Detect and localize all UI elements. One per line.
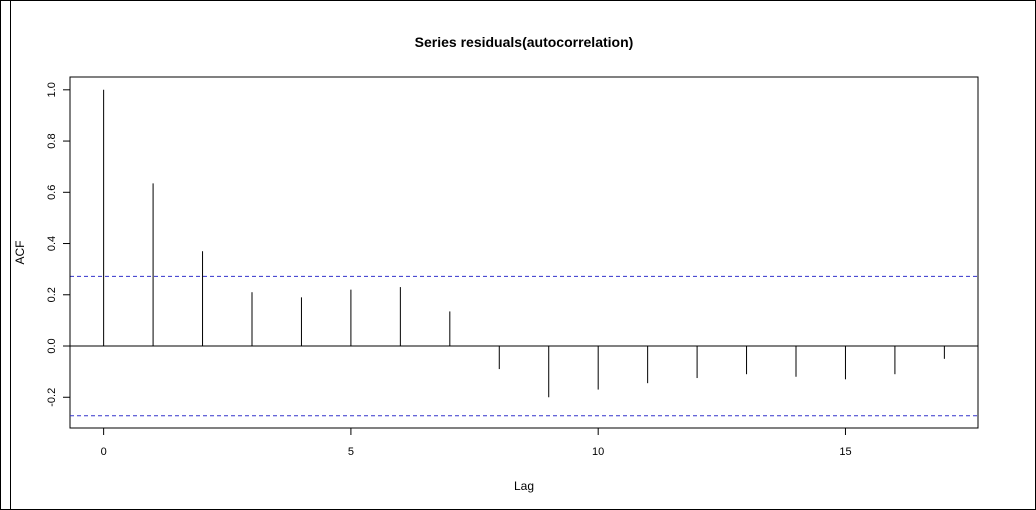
y-tick-label-3: 0.4 [46,236,58,251]
y-tick-label-6: 1.0 [46,82,58,97]
frame-left-edge [10,0,11,510]
y-tick-label-4: 0.6 [46,185,58,200]
y-axis-label: ACF [13,241,27,265]
chart-title: Series residuals(autocorrelation) [415,34,634,50]
x-axis: 0 5 10 15 [101,427,852,458]
plot-area-box [69,76,979,429]
y-axis: -0.2 0.0 0.2 0.4 0.6 0.8 1.0 [46,82,71,407]
y-tick-label-0: -0.2 [46,388,58,407]
y-tick-label-5: 0.8 [46,133,58,148]
x-tick-label-0: 0 [101,446,107,458]
y-tick-label-1: 0.0 [46,338,58,353]
x-axis-label: Lag [514,479,534,493]
acf-spikes [103,89,945,398]
y-tick-label-2: 0.2 [46,287,58,302]
x-tick-label-5: 5 [348,446,354,458]
x-tick-label-10: 10 [592,446,604,458]
confidence-bounds [70,275,978,417]
x-tick-label-15: 15 [839,446,851,458]
